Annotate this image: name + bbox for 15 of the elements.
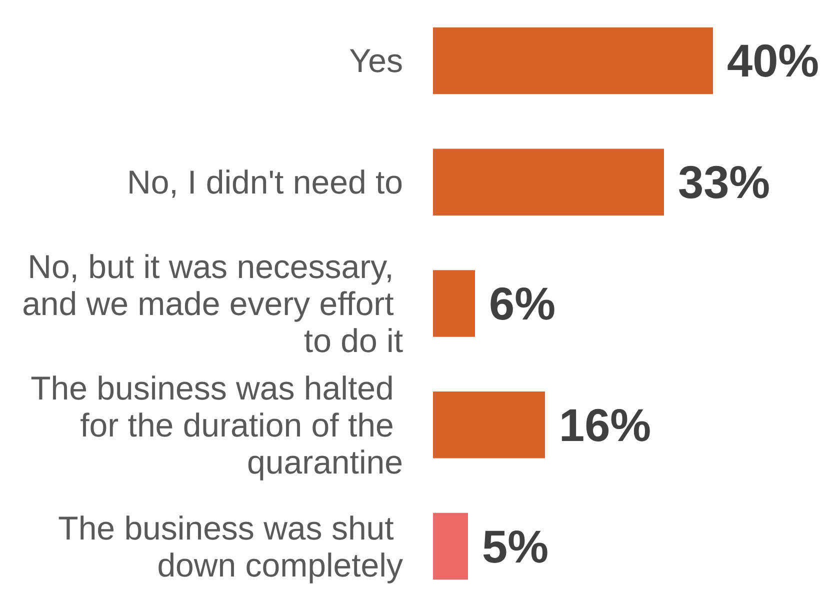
data-label: 16% (559, 398, 652, 451)
y-tick-label: Yes (349, 42, 403, 80)
data-label: 33% (678, 156, 770, 208)
bar (433, 512, 468, 580)
y-tick-label: No, I didn't need to (127, 164, 403, 201)
data-label: 6% (489, 278, 556, 330)
y-tick-label: No, but it was necessary, and we made every effort to do it (22, 248, 403, 359)
bar (433, 148, 664, 216)
data-label: 5% (482, 520, 548, 572)
bar (433, 392, 545, 458)
bar (433, 270, 475, 337)
y-tick-label: The business was shut down completely (58, 509, 404, 584)
bar (433, 27, 713, 94)
data-label: 40% (727, 34, 820, 87)
y-tick-label: The business was halted for the duration of the quarantine (30, 369, 403, 480)
